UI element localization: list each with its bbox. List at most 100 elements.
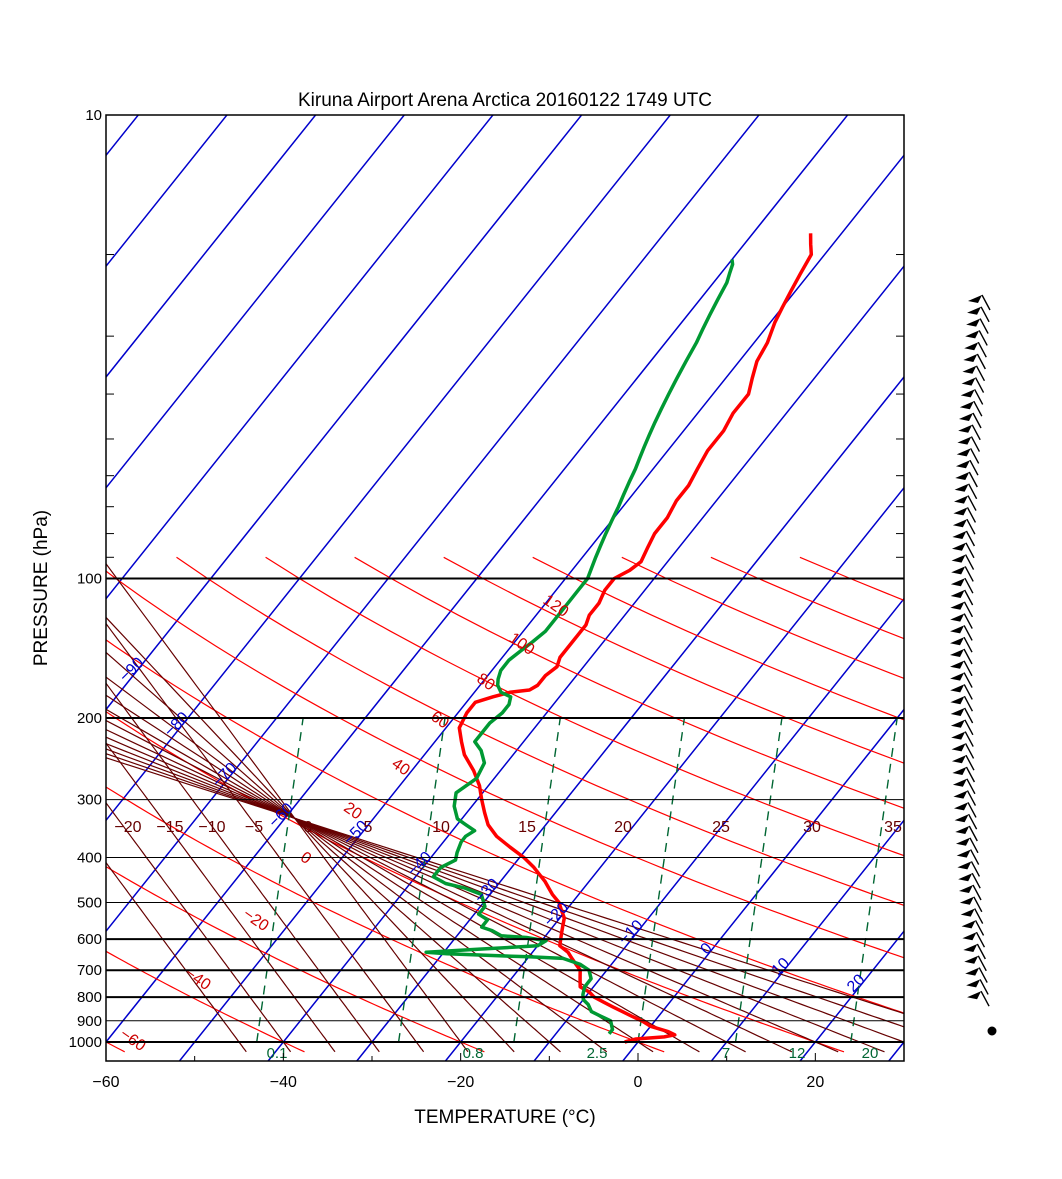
isotherm-line [356, 375, 904, 1061]
wind-barbs [950, 294, 997, 1036]
calm-wind-marker [987, 1026, 997, 1036]
isotherm-line [267, 264, 904, 1061]
wind-barb [975, 365, 986, 382]
wind-barb-flag [959, 401, 974, 410]
wind-barb [967, 495, 977, 511]
wind-barb [976, 943, 986, 960]
mixing-ratio-line [256, 717, 304, 1043]
mixing-ratio-line [637, 717, 686, 1043]
mixing-ratio-label: 0.1 [267, 1045, 288, 1062]
wind-barb-flag [952, 531, 967, 539]
wind-barb [981, 294, 991, 311]
wind-barb-flag [951, 755, 966, 764]
moist-adiabat-label: 35 [884, 819, 902, 836]
moist-adiabat-line [106, 616, 515, 1053]
wind-barb [964, 719, 974, 736]
wind-barb-flag [950, 684, 965, 693]
adiabat-label: 60 [427, 708, 451, 732]
wind-barb [963, 695, 974, 712]
wind-barb [968, 483, 978, 500]
isotherm-label: −40 [404, 849, 435, 880]
dry-adiabat-line [354, 556, 904, 809]
y-tick-label: 600 [77, 931, 102, 948]
adiabat-label: 0 [297, 849, 314, 868]
mixing-ratio-line [1028, 718, 1062, 1042]
wind-barb [968, 825, 978, 842]
moist-adiabat-label: 5 [364, 819, 373, 836]
wind-barb [980, 990, 990, 1007]
wind-barb-flag [965, 967, 980, 976]
y-tick-label: 200 [77, 710, 102, 727]
wind-barb [964, 743, 975, 759]
dry-adiabat-line [106, 710, 845, 1053]
wind-barb-flag [959, 896, 974, 905]
isotherm-line [106, 115, 760, 933]
moist-adiabat-line [106, 676, 608, 1053]
wind-barb [975, 931, 986, 948]
wind-barb-flag [963, 944, 978, 952]
wind-barb-flag [959, 413, 973, 421]
wind-barb [974, 377, 985, 393]
wind-barb [970, 861, 981, 877]
wind-barb [970, 436, 981, 452]
isotherm-line [106, 115, 849, 1044]
isotherm-line [444, 486, 904, 1061]
x-tick-label: −20 [447, 1074, 474, 1091]
dry-adiabat-line [106, 639, 904, 1014]
wind-barb [969, 837, 979, 854]
chart-title: Kiruna Airport Arena Arctica 20160122 17… [298, 90, 712, 111]
plot-frame [105, 114, 905, 1062]
wind-barb [974, 908, 984, 924]
wind-barb [977, 341, 987, 358]
wind-barb [978, 330, 988, 346]
wind-barb-flag [950, 601, 965, 610]
wind-barb [979, 318, 989, 334]
wind-barb-flag [961, 920, 976, 929]
wind-barb-flag [958, 424, 973, 433]
wind-barb-flag [950, 590, 965, 598]
wind-barb-flag [954, 483, 969, 492]
wind-barb [963, 589, 974, 606]
isotherm-line [106, 115, 583, 711]
adiabat-label: 120 [540, 592, 572, 621]
dry-adiabat-line [176, 556, 904, 906]
isotherm-line [533, 597, 904, 1061]
wind-barb [968, 813, 978, 830]
wind-barb-flag [955, 826, 970, 834]
moist-adiabat-line [106, 562, 469, 1053]
y-tick-label: 900 [77, 1013, 102, 1030]
dry-adiabat-line [710, 556, 904, 640]
adiabat-label: 80 [473, 670, 497, 694]
y-tick-label: 10 [85, 107, 102, 124]
wind-barb [972, 412, 982, 429]
y-tick-label: 100 [77, 571, 102, 588]
wind-barb-flag [966, 979, 981, 988]
wind-barb [964, 554, 975, 570]
isotherm-line [106, 115, 228, 268]
wind-barb-flag [952, 778, 967, 787]
wind-barb-flag [955, 460, 970, 469]
wind-barb [965, 530, 976, 547]
wind-barb-flag [953, 507, 968, 516]
moist-adiabat-label: 15 [518, 819, 536, 836]
dry-adiabat-line [106, 950, 305, 1053]
y-tick-label: 800 [77, 989, 102, 1006]
wind-barb-flag [950, 672, 965, 681]
mixing-ratio-label: 7 [722, 1045, 730, 1062]
mixing-ratio-label: 20 [862, 1045, 879, 1062]
y-tick-label: 700 [77, 962, 102, 979]
wind-barb [964, 577, 974, 594]
wind-barb [963, 707, 974, 724]
moist-adiabat-line [106, 753, 904, 1028]
dewpoint-profile-line [424, 259, 735, 1035]
wind-barb [963, 636, 973, 653]
isotherm-line [710, 819, 904, 1061]
wind-barb-flag [967, 991, 982, 1000]
wind-barb [971, 872, 981, 889]
dry-adiabat-line [265, 556, 904, 857]
moist-adiabat-label: −5 [245, 819, 263, 836]
wind-barb [965, 754, 975, 771]
isotherm-line [888, 1040, 904, 1061]
temperature-profile-line [457, 233, 814, 1044]
